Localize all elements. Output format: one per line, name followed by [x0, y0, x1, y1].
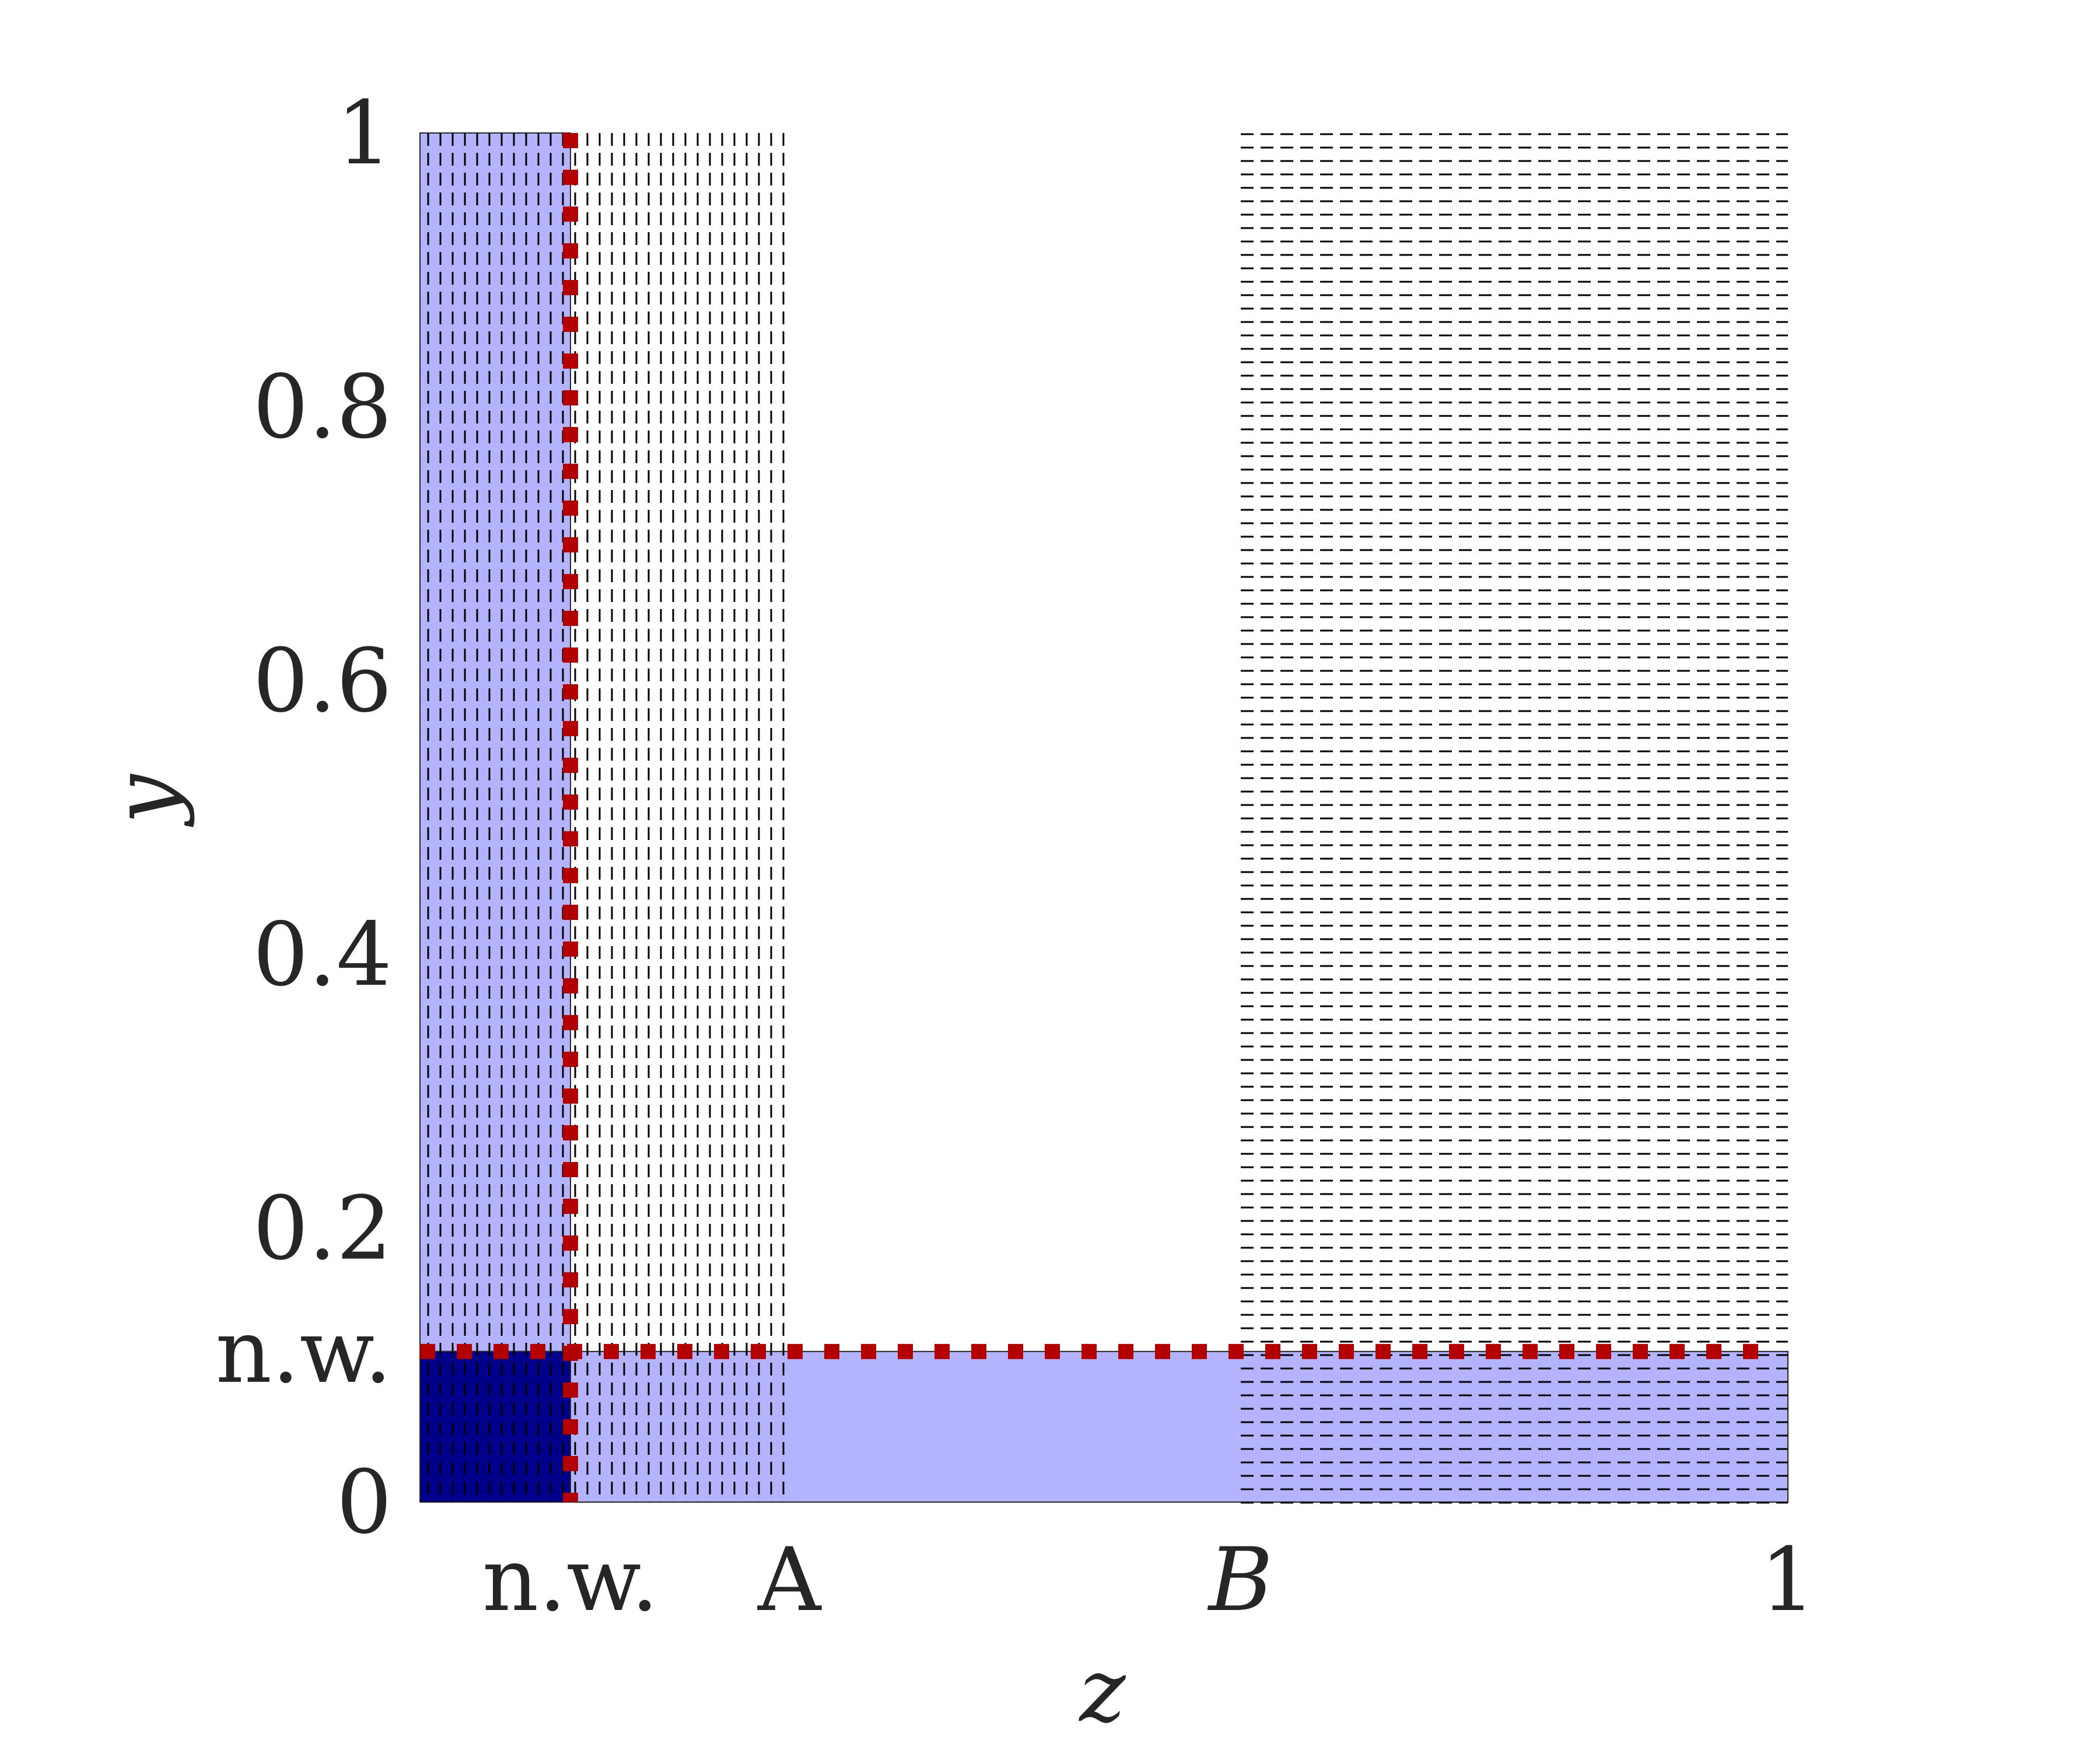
y-tick-label: 0.8 — [253, 356, 392, 458]
boundary-lines — [420, 133, 1774, 1502]
hatch-patterns — [427, 133, 1788, 1504]
shaded-regions — [419, 132, 1788, 1503]
vertical-hatch — [427, 133, 785, 1502]
x-tick-label: n.w. — [482, 1530, 659, 1631]
x-axis-label: z — [1078, 1640, 1126, 1742]
x-tick-label: A — [757, 1530, 822, 1631]
y-tick-label: 0.6 — [253, 631, 392, 732]
horizontal-strip-region — [419, 1350, 1788, 1503]
y-axis-label: y — [94, 773, 196, 827]
vertical-strip-region — [419, 132, 571, 1503]
horizontal-hatch — [1241, 133, 1788, 1504]
y-tick-label: 0.4 — [253, 904, 392, 1006]
y-tick-label: n.w. — [215, 1301, 392, 1403]
y-tick-label: 1 — [337, 83, 392, 184]
overlap-corner-region — [419, 1350, 571, 1503]
x-tick-labels: n.w. A B 1 — [482, 1530, 1816, 1631]
y-tick-labels: 0 n.w. 0.2 0.4 0.6 0.8 1 — [215, 83, 392, 1553]
y-tick-label: 0 — [337, 1452, 392, 1553]
x-tick-label: B — [1207, 1530, 1273, 1631]
y-tick-label: 0.2 — [253, 1178, 392, 1280]
x-tick-label: 1 — [1760, 1530, 1815, 1631]
